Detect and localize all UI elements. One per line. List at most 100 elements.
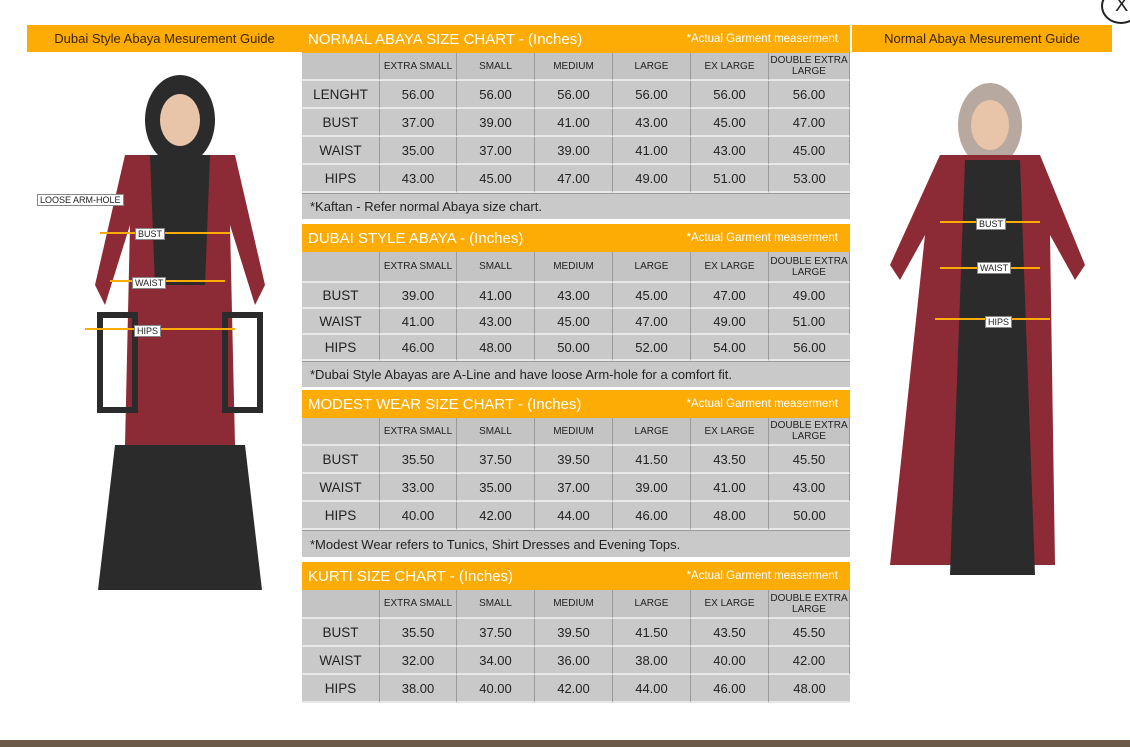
table-cell: 41.00 (613, 137, 691, 165)
column-header: DOUBLE EXTRA LARGE (769, 590, 850, 619)
close-button[interactable]: X (1101, 0, 1130, 24)
left-guide-title: Dubai Style Abaya Mesurement Guide (27, 25, 302, 52)
table-cell: 35.00 (457, 474, 535, 502)
corner-cell (302, 252, 380, 283)
row-label: HIPS (302, 165, 380, 193)
size-table: EXTRA SMALL SMALL MEDIUM LARGE EX LARGE DOUBL… (302, 418, 850, 530)
row-label: LENGHT (302, 81, 380, 109)
table-cell: 48.00 (769, 675, 850, 703)
table-cell: 49.00 (769, 283, 850, 309)
table-cell: 41.00 (457, 283, 535, 309)
size-table: EXTRA SMALL SMALL MEDIUM LARGE EX LARGE DOUBL… (302, 252, 850, 361)
table-cell: 50.00 (769, 502, 850, 530)
row-label: WAIST (302, 309, 380, 335)
table-cell: 50.00 (535, 335, 613, 361)
size-table: EXTRA SMALL SMALL MEDIUM LARGE EX LARGE DOUBL… (302, 590, 850, 703)
column-header: SMALL (457, 53, 535, 81)
label-bust-right: BUST (976, 218, 1007, 230)
kurti-size-chart: KURTI SIZE CHART - (Inches) *Actual Garm… (302, 562, 850, 703)
row-label: BUST (302, 446, 380, 474)
label-loose-arm-hole: LOOSE ARM-HOLE (37, 194, 124, 206)
table-cell: 43.00 (769, 474, 850, 502)
table-cell: 46.00 (613, 502, 691, 530)
table-cell: 45.00 (769, 137, 850, 165)
table-cell: 47.00 (535, 165, 613, 193)
row-label: BUST (302, 619, 380, 647)
table-cell: 46.00 (691, 675, 769, 703)
table-cell: 35.50 (380, 619, 457, 647)
dubai-abaya-model-image (85, 75, 265, 590)
table-cell: 39.50 (535, 446, 613, 474)
row-label: BUST (302, 283, 380, 309)
table-cell: 49.00 (613, 165, 691, 193)
row-label: WAIST (302, 647, 380, 675)
label-waist: WAIST (132, 277, 167, 289)
table-cell: 45.00 (691, 109, 769, 137)
table-cell: 41.00 (691, 474, 769, 502)
table-cell: 45.50 (769, 446, 850, 474)
column-header: EXTRA SMALL (380, 53, 457, 81)
table-cell: 48.00 (457, 335, 535, 361)
table-cell: 40.00 (457, 675, 535, 703)
table-cell: 40.00 (380, 502, 457, 530)
table-cell: 56.00 (457, 81, 535, 109)
table-cell: 35.00 (380, 137, 457, 165)
column-header: DOUBLE EXTRA LARGE (769, 53, 850, 81)
table-cell: 36.00 (535, 647, 613, 675)
table-cell: 47.00 (769, 109, 850, 137)
table-cell: 43.00 (457, 309, 535, 335)
corner-cell (302, 418, 380, 446)
chart-header: KURTI SIZE CHART - (Inches) *Actual Garm… (302, 562, 850, 590)
table-cell: 41.00 (380, 309, 457, 335)
normal-abaya-size-chart: NORMAL ABAYA SIZE CHART - (Inches) *Actu… (302, 25, 850, 219)
label-hips-right: HIPS (985, 316, 1013, 328)
table-cell: 38.00 (613, 647, 691, 675)
column-header: LARGE (613, 252, 691, 283)
chart-note: *Modest Wear refers to Tunics, Shirt Dre… (302, 530, 850, 557)
column-header: MEDIUM (535, 590, 613, 619)
column-header: SMALL (457, 252, 535, 283)
table-cell: 39.00 (380, 283, 457, 309)
table-cell: 54.00 (691, 335, 769, 361)
column-header: DOUBLE EXTRA LARGE (769, 252, 850, 283)
chart-title: DUBAI STYLE ABAYA - (Inches) (308, 229, 524, 247)
table-cell: 47.00 (691, 283, 769, 309)
column-header: EX LARGE (691, 418, 769, 446)
table-cell: 37.00 (535, 474, 613, 502)
table-cell: 56.00 (380, 81, 457, 109)
corner-cell (302, 590, 380, 619)
column-header: SMALL (457, 418, 535, 446)
table-cell: 45.00 (457, 165, 535, 193)
column-header: EX LARGE (691, 252, 769, 283)
table-cell: 47.00 (613, 309, 691, 335)
row-label: HIPS (302, 675, 380, 703)
table-cell: 43.50 (691, 446, 769, 474)
column-header: EX LARGE (691, 53, 769, 81)
label-hips: HIPS (134, 325, 162, 337)
table-cell: 41.50 (613, 446, 691, 474)
column-header: LARGE (613, 53, 691, 81)
chart-header: MODEST WEAR SIZE CHART - (Inches) *Actua… (302, 390, 850, 418)
table-cell: 43.50 (691, 619, 769, 647)
label-bust: BUST (135, 228, 166, 240)
table-cell: 56.00 (535, 81, 613, 109)
row-label: HIPS (302, 335, 380, 361)
table-cell: 51.00 (769, 309, 850, 335)
table-cell: 43.00 (613, 109, 691, 137)
modest-wear-size-chart: MODEST WEAR SIZE CHART - (Inches) *Actua… (302, 390, 850, 557)
column-header: EXTRA SMALL (380, 418, 457, 446)
column-header: LARGE (613, 418, 691, 446)
page-background-strip (0, 740, 1130, 747)
chart-note: *Dubai Style Abayas are A-Line and have … (302, 361, 850, 387)
table-cell: 37.00 (457, 137, 535, 165)
table-cell: 33.00 (380, 474, 457, 502)
column-header: LARGE (613, 590, 691, 619)
table-cell: 42.00 (457, 502, 535, 530)
table-cell: 37.50 (457, 446, 535, 474)
chart-header: DUBAI STYLE ABAYA - (Inches) *Actual Gar… (302, 224, 850, 252)
column-header: EXTRA SMALL (380, 252, 457, 283)
table-cell: 48.00 (691, 502, 769, 530)
table-cell: 39.00 (613, 474, 691, 502)
normal-abaya-model-image (890, 83, 1085, 575)
table-cell: 38.00 (380, 675, 457, 703)
